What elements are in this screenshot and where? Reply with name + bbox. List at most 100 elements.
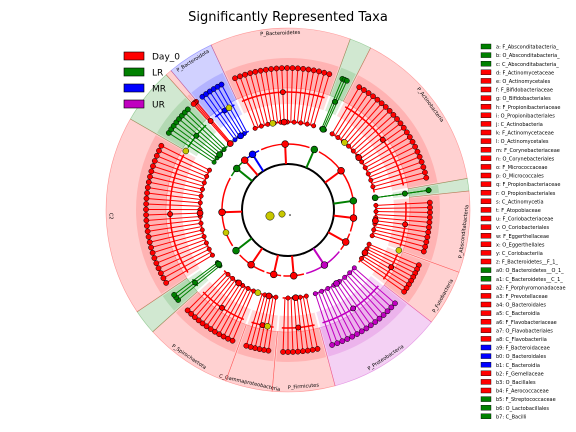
leaf-branch: [237, 289, 252, 318]
clade-node: [361, 249, 369, 256]
leaf-branch: [273, 92, 279, 123]
inner-node: [210, 252, 215, 258]
leaf-branch: [161, 145, 183, 158]
inner-node: [373, 202, 379, 208]
leaf-branch: [314, 293, 326, 323]
leaf-branch: [245, 322, 254, 346]
leaf-branch: [355, 134, 379, 155]
key-label: u: F_Coriobacteriaceae: [496, 217, 553, 223]
leaf-branch: [388, 136, 411, 150]
leaf-branch: [374, 223, 405, 229]
leaf-branch: [367, 296, 384, 316]
leaf-branch: [173, 280, 194, 296]
key-label: a2: F_Porphyromonadaceae: [496, 285, 566, 291]
key-label: a1: C_Bacteroidetes__C_1_: [496, 277, 563, 283]
leaf-node: [425, 187, 432, 194]
leaf-branch: [156, 253, 179, 264]
leaf-node: [199, 320, 206, 327]
clade-sector: [407, 178, 470, 198]
leaf-branch: [210, 120, 231, 144]
key-label: e: O_Actinomycetales: [496, 79, 551, 85]
key-label: f: F_Bifidobacteriaceae: [496, 88, 553, 94]
leaf-node: [218, 81, 225, 88]
clade-label: P_Bacteroidetes: [260, 30, 301, 38]
leaf-branch: [344, 276, 365, 301]
inner-node: [285, 295, 291, 301]
leaf-branch: [227, 316, 239, 339]
leaf-branch: [354, 92, 369, 114]
legend-label: UR: [152, 101, 165, 111]
leaf-branch: [225, 109, 243, 136]
clade-node: [388, 264, 395, 271]
leaf-branch: [336, 283, 354, 309]
key-label: n: O_Corynebacteriales: [496, 156, 555, 162]
leaf-node: [305, 66, 312, 73]
leaf-branch: [365, 251, 393, 267]
leaf-branch: [223, 314, 235, 337]
leaf-branch: [201, 96, 218, 117]
leaf-branch: [291, 68, 293, 93]
clade-node: [248, 150, 257, 159]
leaf-branch: [368, 243, 397, 257]
leaf-branch: [221, 84, 234, 106]
key-swatch: [480, 78, 492, 84]
key-label: b4: F_Aerococcaceae: [496, 389, 549, 395]
inner-node: [350, 148, 356, 154]
leaf-node: [376, 315, 383, 322]
inner-node: [370, 184, 376, 190]
leaf-node: [207, 326, 214, 332]
leaf-node: [365, 90, 372, 96]
leaf-branch: [291, 327, 294, 352]
leaf-branch: [194, 136, 220, 157]
inner-node: [298, 120, 304, 126]
key-swatch: [480, 241, 492, 248]
leaf-node: [150, 163, 156, 169]
leaf-branch: [375, 217, 406, 221]
clade-node: [265, 292, 273, 300]
leaf-branch: [346, 274, 368, 298]
leaf-branch: [171, 222, 202, 229]
leaf-branch: [163, 266, 185, 279]
key-swatch: [480, 43, 492, 50]
leaf-node: [424, 234, 431, 240]
leaf-branch: [204, 271, 227, 294]
key-swatch: [480, 95, 492, 101]
key-swatch: [480, 362, 492, 368]
nonsig-node: [278, 210, 286, 218]
leaf-branch: [146, 192, 171, 197]
leaf-branch: [267, 296, 274, 327]
leaf-node: [242, 71, 248, 78]
inner-node: [312, 291, 318, 297]
clade-node: [219, 304, 225, 311]
leaf-node: [294, 65, 301, 72]
leaf-node: [190, 101, 197, 107]
leaf-branch: [180, 245, 208, 259]
leaf-node: [425, 229, 432, 236]
key-swatch: [480, 215, 492, 222]
leaf-branch: [230, 286, 246, 314]
leaf-branch: [149, 176, 174, 183]
clade-label: P_Firmicutes: [288, 382, 320, 391]
leaf-node: [148, 168, 155, 175]
key-swatch: [480, 379, 492, 385]
leaf-node: [361, 87, 367, 93]
clade-node: [215, 260, 222, 268]
leaf-node: [409, 138, 416, 145]
leaf-branch: [213, 88, 227, 110]
leaf-branch: [165, 270, 187, 284]
leaf-branch: [160, 262, 183, 274]
leaf-branch: [199, 131, 223, 152]
inner-node: [245, 285, 251, 291]
cladogram-tree: [143, 65, 433, 355]
clade-node: [226, 140, 234, 147]
leaf-node: [143, 217, 150, 224]
leaf-node: [329, 342, 335, 348]
key-swatch: [480, 103, 492, 110]
leaf-branch: [151, 170, 175, 179]
leaf-branch: [170, 204, 201, 207]
clade-node: [207, 118, 214, 124]
key-swatch: [480, 61, 492, 67]
leaf-branch: [390, 268, 412, 282]
leaf-branch: [232, 318, 243, 341]
leaf-branch: [202, 303, 218, 324]
